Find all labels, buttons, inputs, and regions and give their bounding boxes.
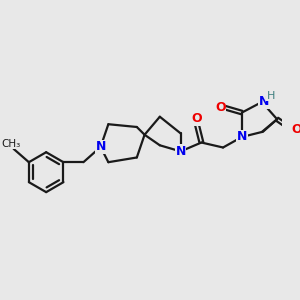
Text: N: N [176, 145, 186, 158]
Text: CH₃: CH₃ [2, 139, 21, 149]
Text: O: O [215, 101, 226, 114]
Text: H: H [266, 91, 275, 101]
Text: N: N [237, 130, 247, 143]
Text: O: O [191, 112, 202, 125]
Text: N: N [95, 140, 106, 154]
Text: O: O [291, 123, 300, 136]
Text: N: N [259, 95, 269, 108]
Text: N: N [95, 140, 106, 154]
